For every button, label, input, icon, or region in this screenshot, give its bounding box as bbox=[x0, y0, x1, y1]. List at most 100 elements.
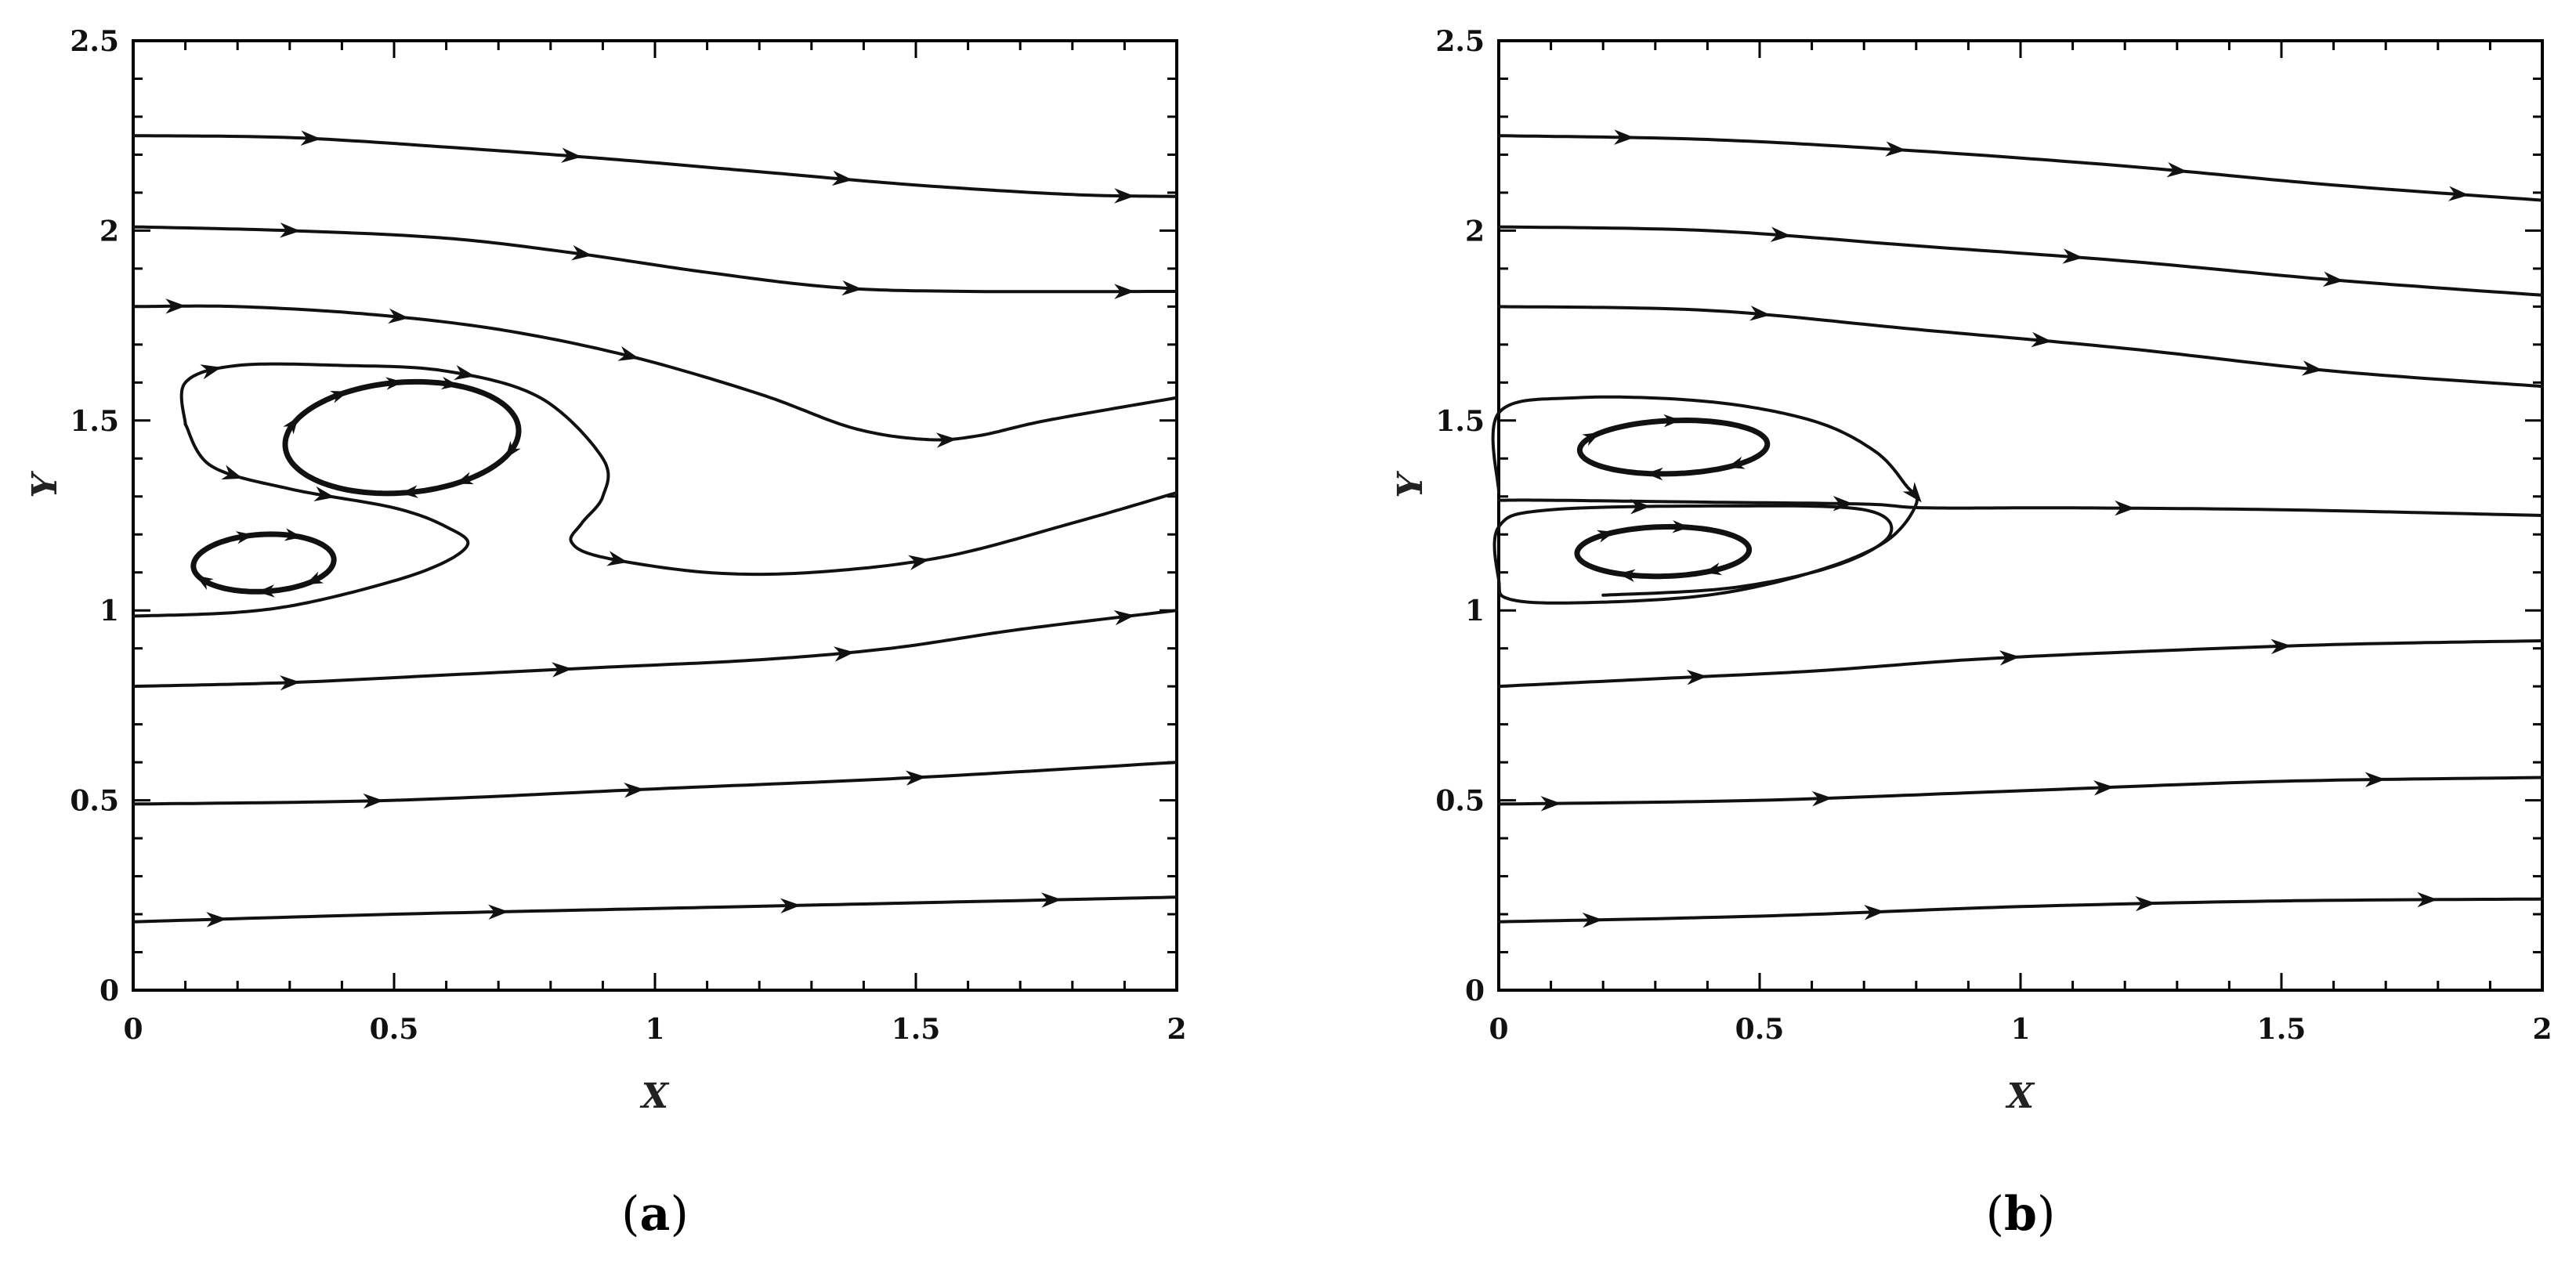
flow-arrow bbox=[195, 575, 214, 591]
x-tick-label: 2 bbox=[2532, 1013, 2552, 1046]
streamline bbox=[1497, 776, 2544, 806]
flow-arrow bbox=[2135, 895, 2156, 912]
flow-arrow bbox=[1582, 912, 1603, 928]
flow-arrow bbox=[780, 898, 801, 914]
y-tick-label: 0 bbox=[1465, 975, 1485, 1007]
y-tick-label: 2 bbox=[99, 215, 119, 248]
flow-arrow bbox=[1114, 284, 1135, 299]
flow-arrow bbox=[2093, 780, 2115, 796]
flow-arrow bbox=[624, 783, 645, 798]
flow-arrow bbox=[235, 531, 254, 544]
flow-arrow bbox=[1999, 650, 2021, 666]
flow-arrow bbox=[487, 904, 509, 920]
ticks-b bbox=[1497, 39, 2544, 992]
panel-label-open-a: ( bbox=[621, 1187, 639, 1242]
flow-arrow bbox=[552, 662, 573, 678]
flow-arrow bbox=[841, 280, 863, 296]
streamline bbox=[179, 362, 1178, 577]
streamline bbox=[132, 134, 1178, 198]
ticks-a bbox=[132, 39, 1178, 992]
streamline bbox=[132, 609, 1178, 689]
x-tick-label: 0.5 bbox=[1735, 1013, 1785, 1046]
streamlines-b bbox=[1491, 129, 2544, 928]
streamline bbox=[132, 304, 1178, 442]
x-axis-title-b: X bbox=[2005, 1076, 2035, 1116]
streamline bbox=[1497, 305, 2544, 389]
flow-arrow bbox=[1902, 482, 1922, 503]
y-tick-label: 1.5 bbox=[70, 405, 119, 438]
flow-arrow bbox=[1672, 519, 1690, 533]
flow-arrow bbox=[1114, 188, 1135, 204]
flow-arrow bbox=[2301, 360, 2323, 376]
flow-arrow bbox=[1663, 414, 1681, 428]
panel-a: 0 0.5 1 1.5 2 0 0.5 1 1.5 2 2.5 X Y (a) bbox=[25, 25, 1187, 1242]
flow-arrow bbox=[2364, 772, 2386, 788]
flow-arrow bbox=[2322, 271, 2344, 287]
y-tick-label: 0.5 bbox=[70, 785, 119, 818]
flow-arrow bbox=[561, 147, 582, 163]
streamline bbox=[132, 225, 1178, 294]
y-tick-label: 2.5 bbox=[1435, 25, 1485, 58]
streamline bbox=[282, 378, 522, 497]
flow-arrow bbox=[400, 485, 418, 498]
panel-label-letter-a: a bbox=[640, 1187, 671, 1242]
x-tick-label: 0 bbox=[123, 1013, 143, 1046]
flow-arrow bbox=[2031, 331, 2053, 348]
flow-arrow bbox=[1770, 226, 1792, 242]
flow-arrow bbox=[206, 912, 227, 928]
flow-arrow bbox=[1040, 892, 1062, 908]
panel-b: 0 0.5 1 1.5 2 0 0.5 1 1.5 2 2.5 X Y (b) bbox=[1391, 25, 2552, 1242]
flow-arrow bbox=[385, 377, 403, 390]
streamline bbox=[1497, 897, 2544, 924]
panel-label-b: (b) bbox=[1986, 1187, 2056, 1242]
flow-arrow bbox=[280, 222, 301, 238]
flow-arrow bbox=[454, 364, 476, 381]
streamline bbox=[1497, 225, 2544, 297]
x-tick-label: 0 bbox=[1489, 1013, 1508, 1046]
flow-arrow bbox=[2270, 638, 2292, 655]
streamline bbox=[132, 422, 470, 618]
flow-arrow bbox=[2062, 248, 2084, 264]
flow-arrow bbox=[908, 555, 930, 570]
flow-arrow bbox=[1727, 456, 1746, 469]
y-axis-title-a: Y bbox=[25, 471, 65, 498]
flow-arrow bbox=[1630, 499, 1651, 515]
flow-arrow bbox=[2417, 891, 2438, 908]
flow-arrow bbox=[257, 584, 275, 598]
flow-arrow bbox=[505, 440, 521, 459]
flow-arrow bbox=[1113, 609, 1135, 626]
flow-arrow bbox=[284, 528, 302, 541]
flow-arrow bbox=[1597, 530, 1615, 543]
x-tick-label: 1 bbox=[645, 1013, 664, 1046]
y-tick-labels-a: 0 0.5 1 1.5 2 2.5 bbox=[70, 25, 119, 1007]
flow-arrow bbox=[2166, 161, 2188, 178]
streamline bbox=[1491, 395, 1919, 605]
flow-arrow bbox=[165, 298, 186, 314]
streamline bbox=[1576, 418, 1771, 477]
panel-label-close-b: ) bbox=[2037, 1187, 2055, 1242]
y-tick-label: 1 bbox=[1465, 595, 1485, 627]
flow-arrow bbox=[305, 571, 324, 585]
x-tick-label: 1.5 bbox=[892, 1013, 941, 1046]
y-tick-label: 1 bbox=[99, 595, 119, 627]
streamline bbox=[1497, 498, 2544, 517]
flow-arrow bbox=[1811, 790, 1833, 807]
flow-arrow bbox=[833, 646, 855, 662]
flow-arrow bbox=[1885, 141, 1906, 157]
flow-arrow bbox=[571, 245, 593, 261]
flow-arrow bbox=[1686, 669, 1708, 685]
y-tick-label: 1.5 bbox=[1435, 405, 1485, 438]
x-tick-label: 0.5 bbox=[370, 1013, 419, 1046]
panel-label-letter-b: b bbox=[2004, 1187, 2037, 1242]
flow-arrow bbox=[2448, 186, 2469, 201]
x-axis-title-a: X bbox=[639, 1076, 670, 1116]
y-tick-label: 0 bbox=[99, 975, 119, 1007]
flow-arrow bbox=[905, 770, 927, 786]
flow-arrow bbox=[221, 465, 243, 480]
panel-label-close-a: ) bbox=[670, 1187, 688, 1242]
flow-arrow bbox=[617, 345, 639, 361]
x-tick-labels-b: 0 0.5 1 1.5 2 bbox=[1489, 1013, 2552, 1046]
flow-arrow bbox=[935, 432, 957, 448]
flow-arrow bbox=[363, 793, 384, 809]
